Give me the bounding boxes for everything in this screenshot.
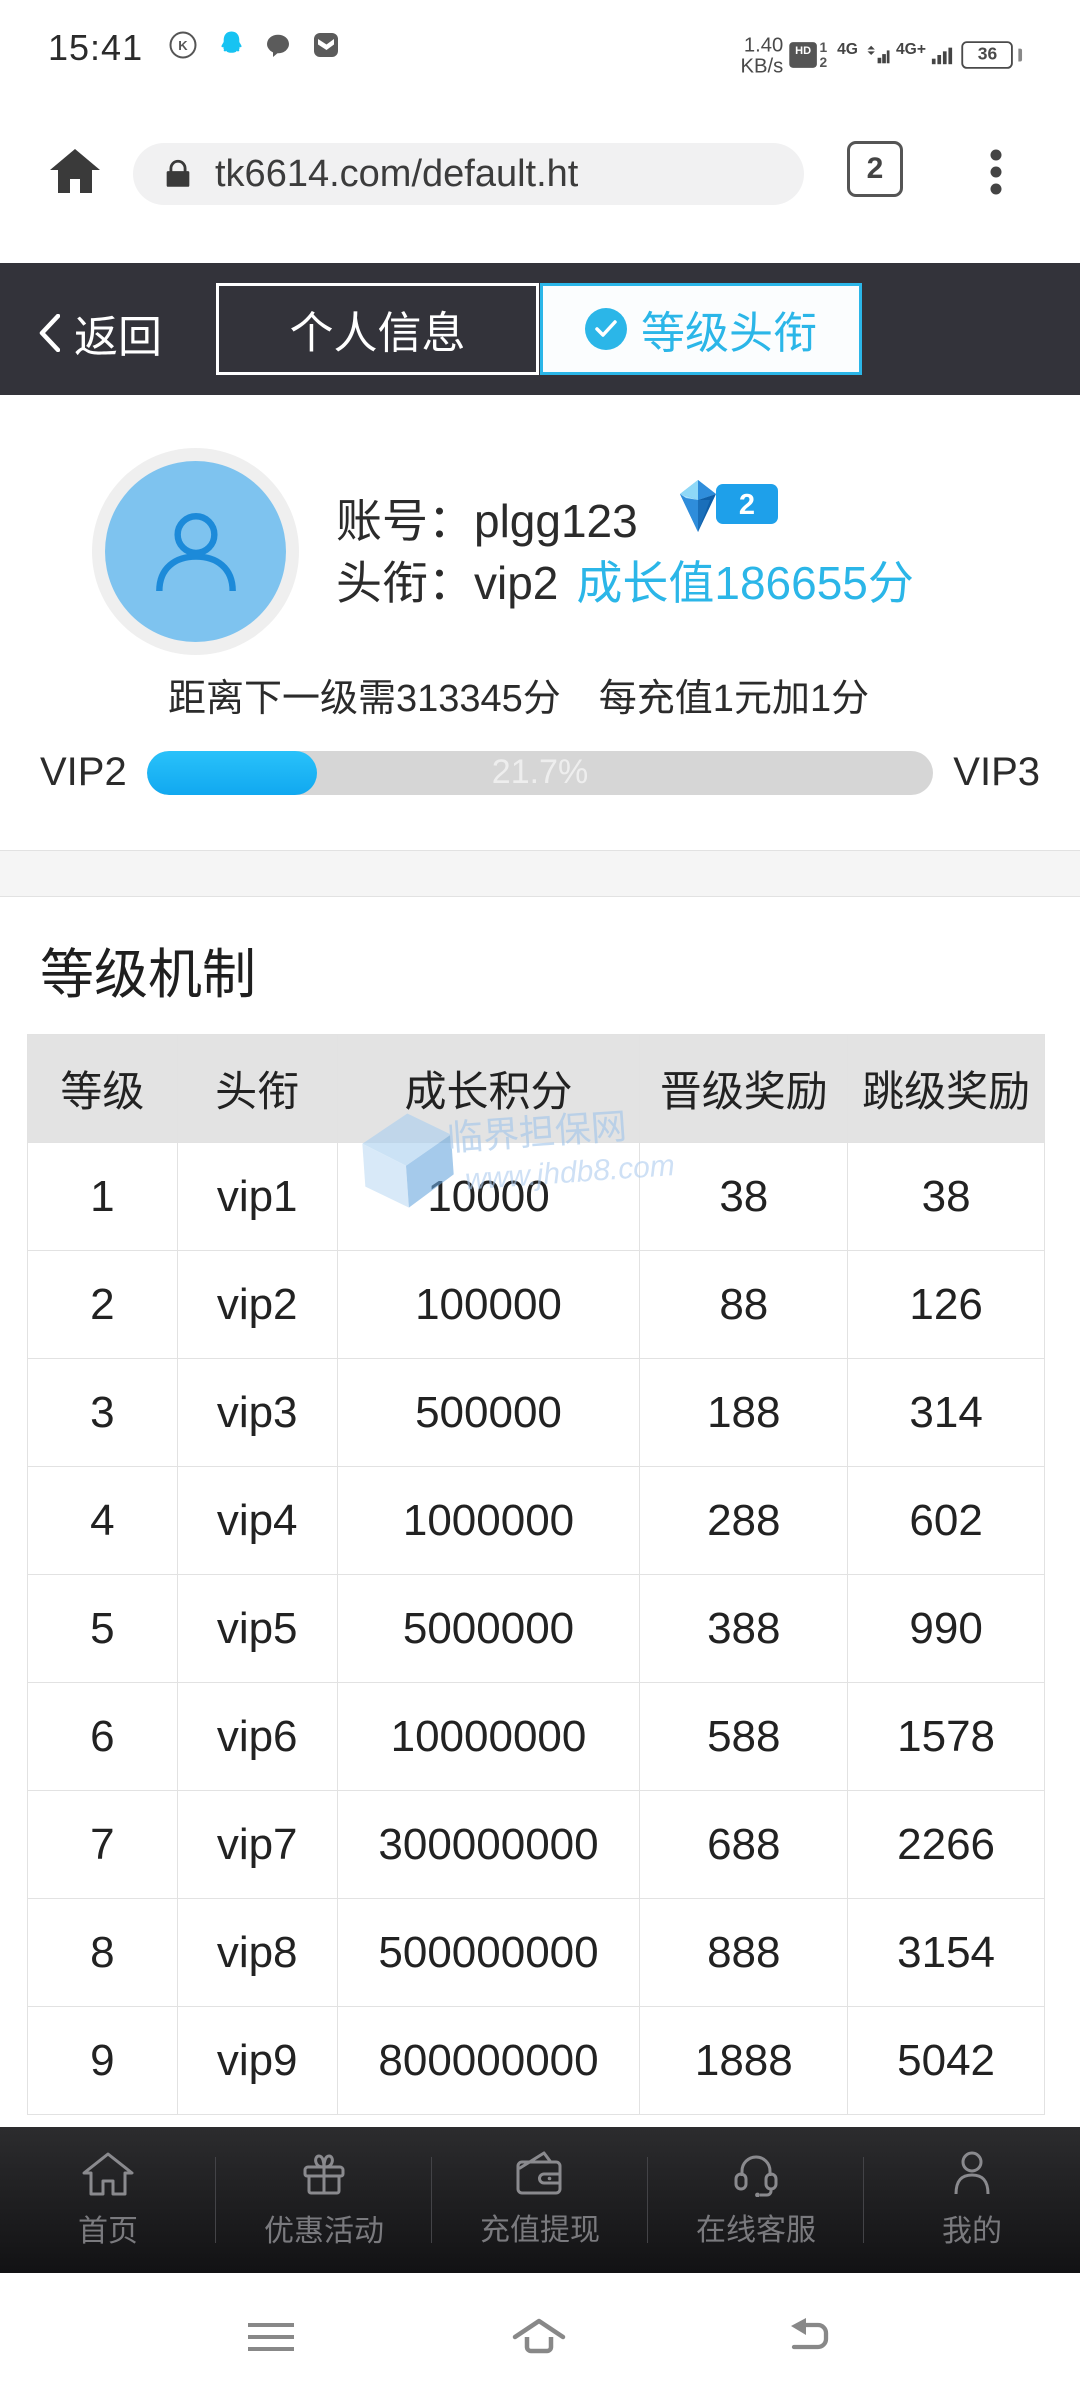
svg-text:1: 1 xyxy=(819,40,827,55)
svg-text:2: 2 xyxy=(819,55,827,70)
svg-text:HD: HD xyxy=(795,45,811,57)
svg-text:4G+: 4G+ xyxy=(896,41,926,58)
svg-text:K: K xyxy=(178,38,188,53)
svg-text:4G: 4G xyxy=(837,41,858,58)
